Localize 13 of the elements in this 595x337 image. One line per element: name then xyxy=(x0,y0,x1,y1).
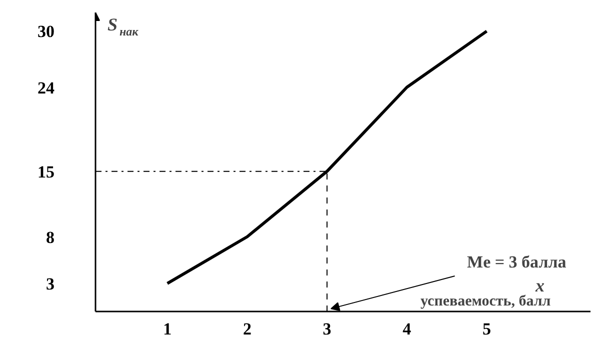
x-tick-label: 5 xyxy=(482,320,491,337)
y-tick-label: 3 xyxy=(46,274,54,294)
annotation: Me = 3 балла xyxy=(467,252,567,272)
y-tick-label: 30 xyxy=(38,22,54,42)
x-tick-label: 2 xyxy=(242,320,252,337)
x-tick-label: 4 xyxy=(402,320,412,337)
x-axis-title: x xyxy=(534,276,544,296)
y-tick-label: 8 xyxy=(46,228,54,247)
x-tick-label: 3 xyxy=(322,320,332,337)
y-tick-label: 15 xyxy=(38,162,54,182)
x-tick-label: 1 xyxy=(163,320,172,337)
y-tick-label: 24 xyxy=(38,78,55,98)
annotation: успеваемость, балл xyxy=(420,294,552,310)
